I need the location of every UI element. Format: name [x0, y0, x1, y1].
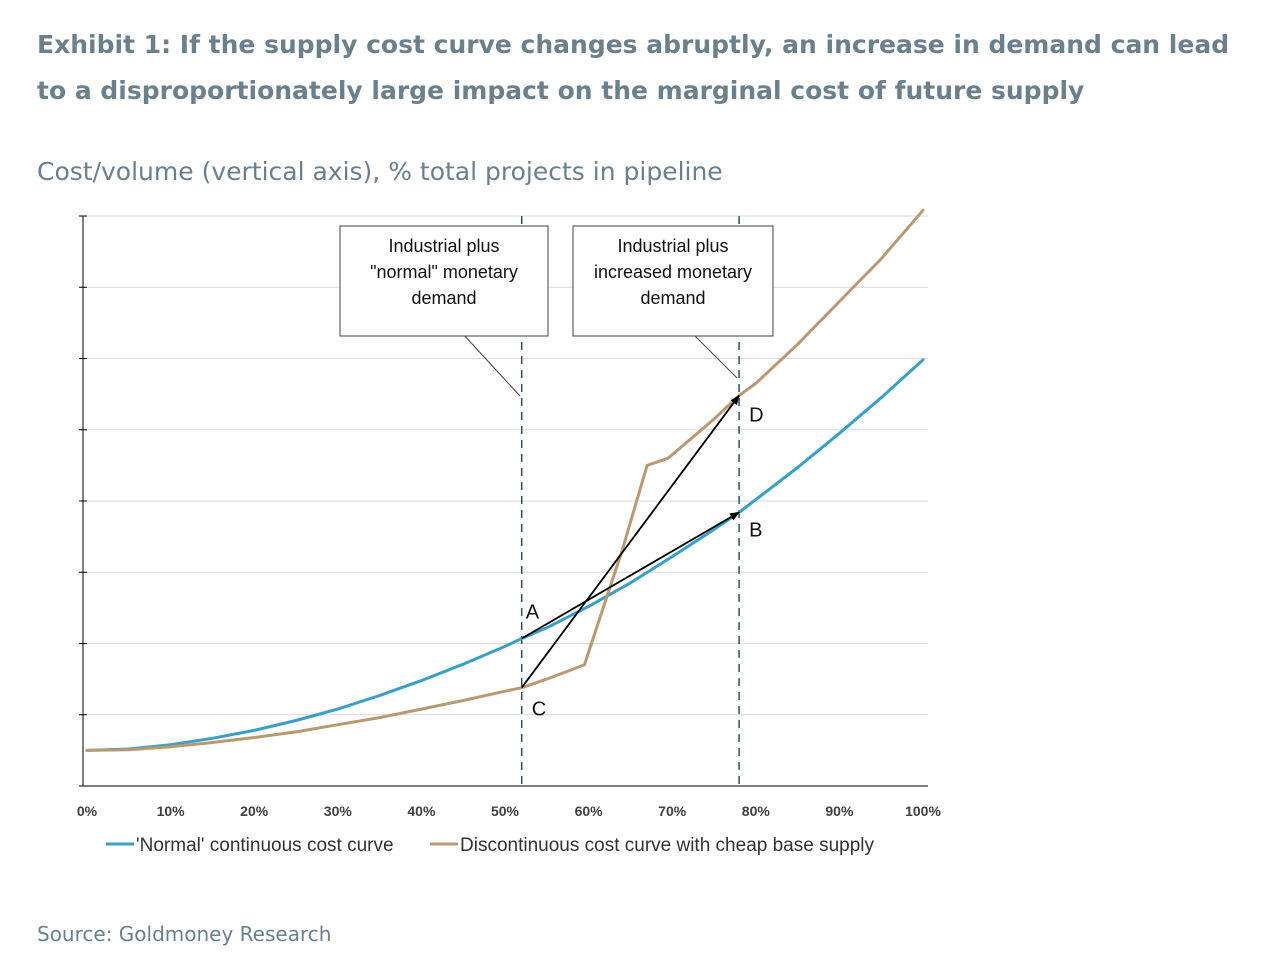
x-tick-label: 0% — [77, 803, 98, 819]
point-label: C — [532, 699, 546, 721]
chart-subtitle: Cost/volume (vertical axis), % total pro… — [37, 157, 723, 186]
callout-leader — [465, 336, 520, 396]
x-tick-label: 90% — [825, 803, 854, 819]
labels: 0% 10% 20% 30% 40% 50% 60% 70% 80% 90% 100%Industr… — [77, 226, 942, 819]
callout-leader — [695, 336, 737, 378]
legend: 'Normal' continuous cost curve Discontinu… — [106, 835, 875, 856]
x-tick-label: 60% — [575, 803, 604, 819]
point-label: D — [749, 405, 763, 427]
point-label: A — [526, 602, 540, 624]
x-tick-label: 70% — [658, 803, 687, 819]
arrow — [522, 512, 739, 638]
source-note: Source: Goldmoney Research — [37, 922, 331, 946]
legend-label: 'Normal' continuous cost curve — [136, 835, 394, 856]
legend-label: Discontinuous cost curve with cheap base… — [460, 835, 875, 856]
point-label: B — [749, 519, 762, 541]
x-tick-label: 40% — [407, 803, 436, 819]
x-tick-label: 100% — [905, 803, 941, 819]
x-tick-label: 10% — [157, 803, 186, 819]
x-tick-label: 50% — [491, 803, 520, 819]
x-tick-label: 20% — [240, 803, 269, 819]
chart: 0% 10% 20% 30% 40% 50% 60% 70% 80% 90% 100%Industr… — [0, 200, 1280, 880]
chart-title: Exhibit 1: If the supply cost curve chan… — [37, 22, 1247, 114]
x-tick-label: 80% — [742, 803, 771, 819]
x-tick-label: 30% — [324, 803, 353, 819]
